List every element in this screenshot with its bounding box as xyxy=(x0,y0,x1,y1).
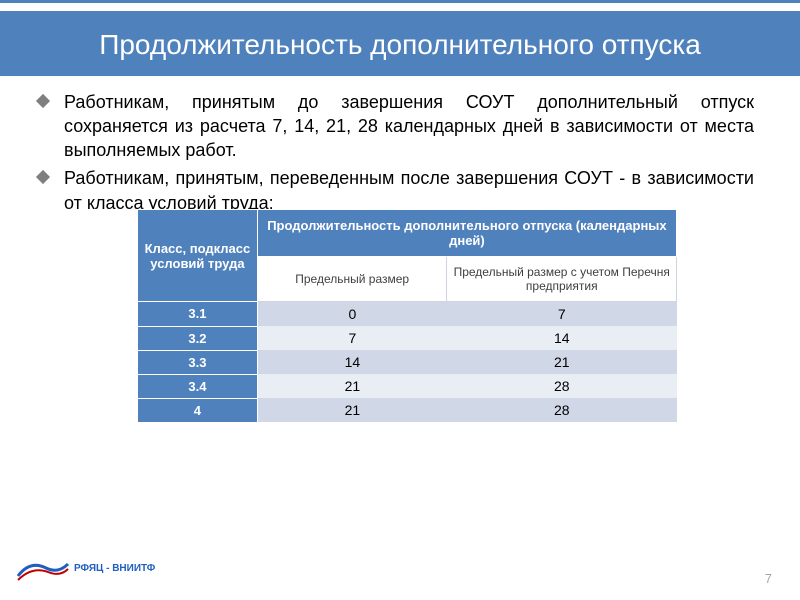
page-number: 7 xyxy=(765,571,772,586)
row-value: 21 xyxy=(447,350,677,374)
row-class: 4 xyxy=(138,398,258,422)
list-item: Работникам, принятым, переведенным после… xyxy=(60,166,754,215)
col-header-class: Класс, подкласс условий труда xyxy=(138,210,258,302)
sub-header-limit-list: Предельный размер с учетом Перечня предп… xyxy=(447,257,677,302)
leave-duration-table: Класс, подкласс условий труда Продолжите… xyxy=(137,209,677,423)
row-value: 21 xyxy=(257,374,447,398)
row-class: 3.3 xyxy=(138,350,258,374)
content-area: Работникам, принятым до завершения СОУТ … xyxy=(0,76,800,423)
bullet-icon xyxy=(36,94,50,108)
row-value: 14 xyxy=(257,350,447,374)
row-value: 0 xyxy=(257,302,447,327)
sub-header-limit: Предельный размер xyxy=(257,257,447,302)
row-value: 14 xyxy=(447,326,677,350)
row-class: 3.2 xyxy=(138,326,258,350)
list-item: Работникам, принятым до завершения СОУТ … xyxy=(60,90,754,163)
col-header-duration: Продолжительность дополнительного отпуск… xyxy=(257,210,676,257)
row-value: 21 xyxy=(257,398,447,422)
row-class: 3.1 xyxy=(138,302,258,327)
table-row: 3.3 14 21 xyxy=(138,350,677,374)
row-value: 7 xyxy=(447,302,677,327)
table-row: 3.4 21 28 xyxy=(138,374,677,398)
table-row: 3.1 0 7 xyxy=(138,302,677,327)
logo-text: РФЯЦ - ВНИИТФ xyxy=(74,563,155,574)
table-row: 4 21 28 xyxy=(138,398,677,422)
table-container: Класс, подкласс условий труда Продолжите… xyxy=(60,209,754,423)
row-value: 28 xyxy=(447,398,677,422)
title-band: Продолжительность дополнительного отпуск… xyxy=(0,11,800,76)
row-value: 7 xyxy=(257,326,447,350)
org-logo: РФЯЦ - ВНИИТФ xyxy=(16,554,155,582)
logo-icon xyxy=(16,554,70,582)
row-value: 28 xyxy=(447,374,677,398)
bullet-icon xyxy=(36,170,50,184)
bullet-text: Работникам, принятым, переведенным после… xyxy=(64,166,754,215)
table-row: 3.2 7 14 xyxy=(138,326,677,350)
row-class: 3.4 xyxy=(138,374,258,398)
bullet-text: Работникам, принятым до завершения СОУТ … xyxy=(64,90,754,163)
title-top-rule xyxy=(0,0,800,3)
page-title: Продолжительность дополнительного отпуск… xyxy=(40,28,760,62)
